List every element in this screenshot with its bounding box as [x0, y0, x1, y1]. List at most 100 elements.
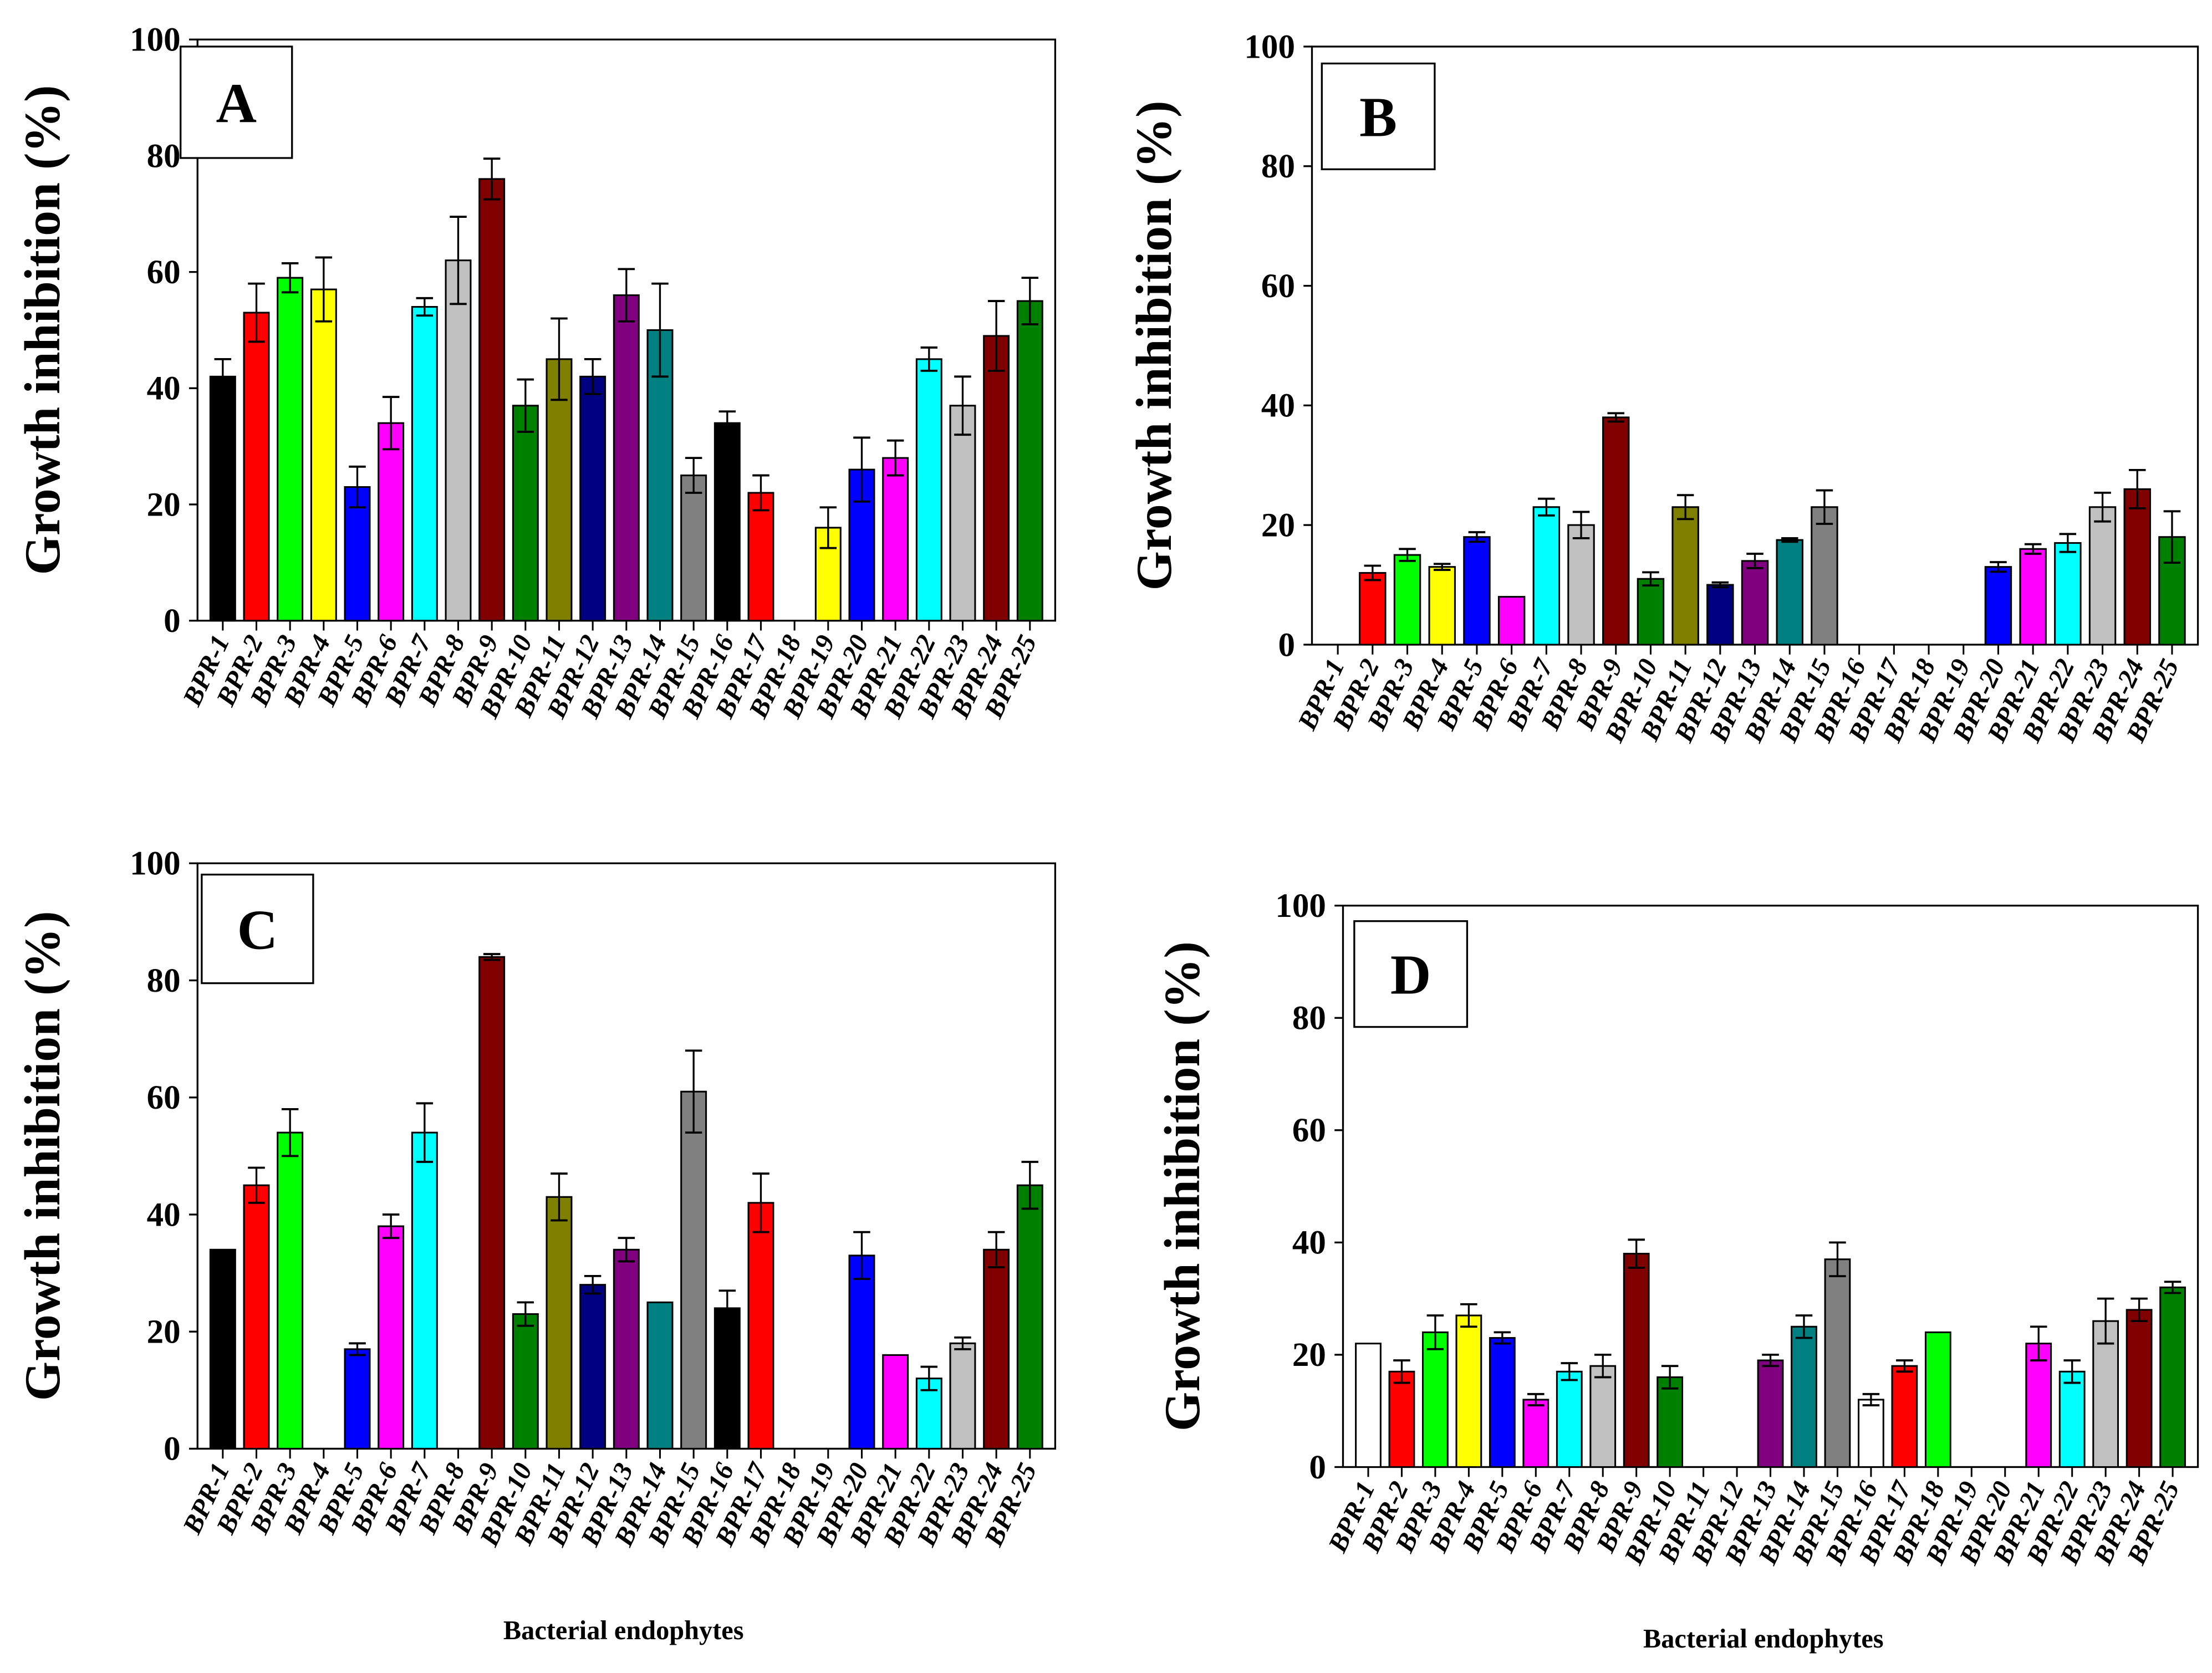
- bar-bpr-12: [579, 375, 606, 622]
- bar-bpr-9: [1602, 416, 1630, 646]
- y-tick-label: 0: [164, 603, 181, 640]
- bar-bpr-11: [546, 1196, 573, 1450]
- bar-bpr-23: [949, 1342, 976, 1450]
- bar-bpr-18: [1924, 1331, 1951, 1468]
- bar-bpr-14: [646, 1301, 674, 1450]
- y-tick-label: 0: [1278, 626, 1295, 664]
- bar-bpr-6: [378, 1225, 405, 1450]
- y-axis-label: Growth inhibition (%): [14, 911, 70, 1401]
- bar-bpr-2: [1388, 1370, 1415, 1468]
- bar-bpr-22: [915, 358, 942, 622]
- bar-bpr-11: [1671, 506, 1699, 646]
- bar-bpr-10: [1657, 1376, 1684, 1468]
- bar-bpr-17: [1891, 1365, 1918, 1468]
- bar-bpr-8: [1589, 1365, 1617, 1468]
- bar-bpr-22: [2054, 542, 2082, 646]
- bar-bpr-25: [1016, 1184, 1043, 1450]
- bar-bpr-1: [209, 1248, 236, 1450]
- y-tick-label: 80: [1261, 148, 1295, 185]
- panel-label-box: [201, 874, 314, 985]
- bar-bpr-7: [1556, 1370, 1583, 1468]
- y-tick-label: 20: [147, 486, 181, 523]
- bar-bpr-10: [512, 405, 539, 622]
- y-tick-label: 40: [1292, 1225, 1326, 1262]
- y-tick-label: 20: [147, 1314, 181, 1351]
- bar-bpr-12: [579, 1284, 606, 1450]
- bar-bpr-24: [983, 1248, 1010, 1450]
- bar-bpr-3: [1393, 554, 1421, 646]
- bar-bpr-1: [1355, 1343, 1382, 1468]
- bar-bpr-17: [747, 492, 774, 622]
- bar-bpr-6: [1497, 596, 1526, 646]
- panel-label: C: [237, 899, 278, 961]
- bar-bpr-20: [1984, 566, 2012, 646]
- bar-bpr-5: [344, 486, 371, 622]
- bar-bpr-16: [1858, 1399, 1884, 1468]
- y-tick-label: 60: [147, 254, 181, 291]
- bar-bpr-15: [1824, 1258, 1851, 1468]
- y-tick-label: 100: [1275, 887, 1326, 925]
- bar-bpr-5: [1489, 1337, 1516, 1468]
- y-axis-label: Growth inhibition (%): [1125, 101, 1182, 591]
- bar-bpr-2: [243, 312, 270, 622]
- bar-bpr-9: [1623, 1253, 1650, 1468]
- bar-bpr-17: [747, 1202, 774, 1450]
- bar-bpr-21: [882, 1354, 909, 1450]
- bar-bpr-6: [378, 422, 405, 622]
- bar-bpr-7: [1532, 506, 1561, 646]
- bar-bpr-21: [2019, 548, 2047, 646]
- bar-bpr-23: [949, 405, 976, 622]
- bar-bpr-7: [411, 1131, 438, 1450]
- bar-bpr-2: [1359, 572, 1387, 646]
- bar-bpr-10: [512, 1313, 539, 1450]
- bar-bpr-13: [613, 294, 640, 622]
- bar-bpr-25: [2159, 1286, 2186, 1468]
- bar-bpr-15: [680, 475, 707, 622]
- bar-bpr-15: [1811, 506, 1838, 646]
- panel-label-box: [180, 45, 293, 159]
- y-axis-label: Growth inhibition (%): [14, 85, 70, 575]
- bar-bpr-9: [478, 956, 506, 1450]
- bar-bpr-3: [1422, 1331, 1449, 1468]
- panel-label: A: [216, 72, 257, 135]
- bar-bpr-20: [848, 1254, 875, 1450]
- x-axis-label: Bacterial endophytes: [1643, 1624, 1884, 1654]
- bar-bpr-6: [1522, 1399, 1550, 1468]
- bar-bpr-22: [2058, 1370, 2086, 1468]
- bar-bpr-3: [277, 277, 304, 622]
- bar-bpr-24: [983, 335, 1010, 622]
- bar-bpr-12: [1706, 584, 1734, 646]
- bar-bpr-16: [713, 422, 741, 622]
- bar-bpr-2: [243, 1184, 270, 1450]
- y-tick-label: 60: [1261, 268, 1295, 305]
- bar-bpr-14: [1776, 539, 1803, 646]
- y-tick-label: 60: [1292, 1112, 1326, 1149]
- bar-bpr-1: [209, 375, 236, 622]
- bar-bpr-7: [411, 306, 438, 622]
- bar-bpr-13: [613, 1248, 640, 1450]
- y-tick-label: 80: [147, 137, 181, 175]
- panel-label: B: [1359, 86, 1397, 149]
- panel-label-box: [1353, 920, 1469, 1028]
- bar-bpr-21: [2025, 1343, 2052, 1468]
- y-tick-label: 100: [130, 845, 181, 883]
- bar-bpr-14: [1791, 1325, 1817, 1468]
- bar-bpr-4: [310, 288, 337, 622]
- y-tick-label: 80: [1292, 1000, 1326, 1037]
- bar-bpr-21: [882, 457, 909, 622]
- y-tick-label: 20: [1261, 507, 1295, 544]
- y-tick-label: 100: [130, 22, 181, 59]
- y-tick-label: 80: [147, 962, 181, 999]
- bar-bpr-10: [1637, 578, 1665, 646]
- bar-bpr-13: [1741, 560, 1769, 646]
- panel-label-box: [1321, 62, 1436, 171]
- bar-bpr-24: [2123, 488, 2151, 646]
- bar-bpr-5: [1463, 536, 1491, 646]
- bar-bpr-5: [344, 1348, 371, 1450]
- y-tick-label: 100: [1244, 28, 1295, 65]
